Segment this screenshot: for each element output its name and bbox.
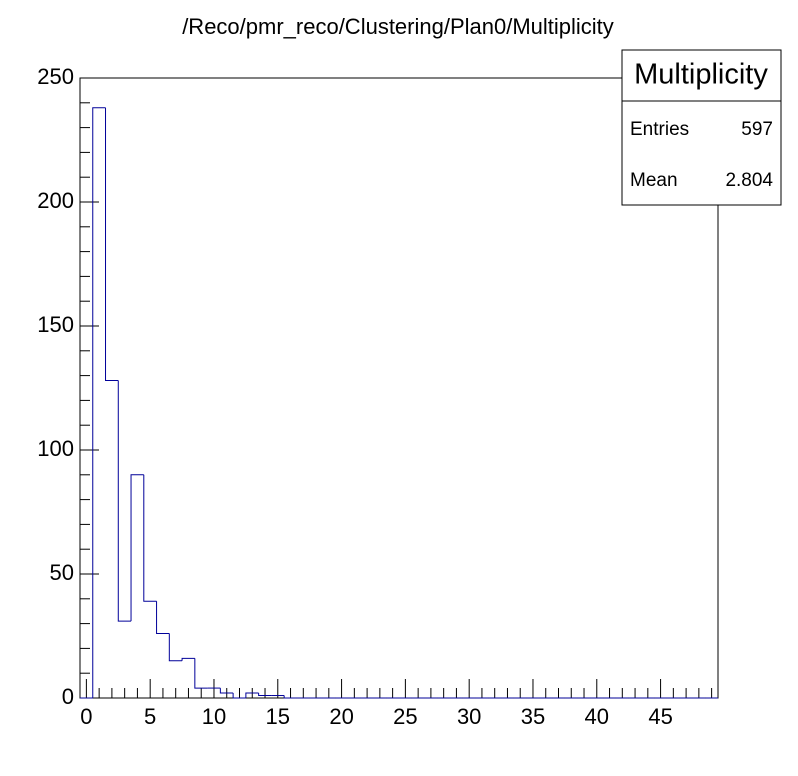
histogram-bin: [219, 688, 234, 694]
y-tick-label: 100: [37, 436, 74, 461]
y-tick-label: 250: [37, 64, 74, 89]
x-tick-label: 15: [266, 704, 290, 729]
x-tick-label: 5: [144, 704, 156, 729]
histogram-bin: [168, 633, 183, 662]
histogram-bin: [117, 380, 132, 622]
histogram-bin: [245, 692, 259, 698]
histogram-bin: [283, 695, 297, 699]
y-tick-label: 50: [50, 560, 74, 585]
histogram-bin: [181, 657, 195, 661]
stats-frame: [621, 49, 782, 206]
stats-label: Mean: [630, 170, 678, 191]
stats-box: Multiplicity Entries 597 Mean 2.804: [621, 49, 782, 206]
x-tick-label: 40: [585, 704, 609, 729]
histogram-bin: [232, 693, 246, 699]
histogram-bin: [130, 474, 144, 622]
x-tick-label: 0: [80, 704, 92, 729]
y-tick-label: 150: [37, 312, 74, 337]
histogram-bin: [105, 107, 119, 382]
chart-title: /Reco/pmr_reco/Clustering/Plan0/Multipli…: [182, 14, 614, 39]
histogram-bin: [194, 658, 208, 689]
x-tick-label: 25: [393, 704, 417, 729]
histogram-bin: [143, 474, 157, 602]
histogram-bin: [258, 693, 272, 697]
histogram-bin: [156, 601, 170, 635]
x-tick-label: 30: [457, 704, 481, 729]
histogram-bin: [92, 107, 106, 698]
stats-value: 2.804: [725, 170, 773, 191]
x-tick-label: 35: [521, 704, 545, 729]
stats-label: Entries: [630, 119, 689, 140]
y-tick-label: 0: [62, 684, 74, 709]
x-tick-label: 45: [648, 704, 672, 729]
x-tick-label: 10: [202, 704, 226, 729]
y-tick-label: 200: [37, 188, 74, 213]
stats-value: 597: [741, 119, 773, 140]
x-tick-label: 20: [329, 704, 353, 729]
stats-title: Multiplicity: [634, 59, 768, 91]
